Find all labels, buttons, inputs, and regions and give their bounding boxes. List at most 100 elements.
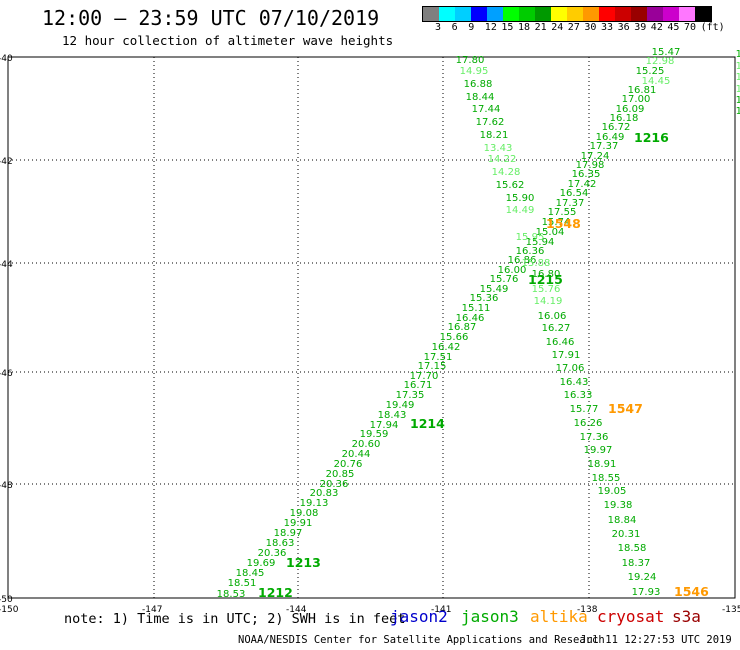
lat-tick-label: -50 [0,595,13,605]
lat-tick-label: -42 [0,157,13,167]
swh-value: 16.27 [542,323,571,334]
pass-time-label: 1213 [286,555,321,570]
legend-label: 45 [667,22,680,33]
pass-time-label: 1215 [528,272,563,287]
swh-value: 15.36 [470,293,499,304]
swh-value: 20.31 [612,529,641,540]
swh-value: 18.91 [588,459,617,470]
pass-time-label: 1212 [258,585,293,600]
swh-value: 14.49 [506,205,535,216]
legend-swatch [695,7,711,21]
swh-value: 12.98 [646,56,675,67]
swh-value: 17.98 [576,160,605,171]
swh-value: 18.97 [274,528,303,539]
swh-value: 15.90 [506,193,535,204]
pass-time-label: 1547 [608,401,643,416]
pass-time-label: 1214 [410,416,445,431]
lon-tick-label: -138 [577,605,598,615]
swh-value: 16 [736,95,740,106]
swh-value: 20.60 [352,439,381,450]
swh-value: 16.71 [404,380,433,391]
swh-value: 19.13 [300,498,329,509]
swh-value: 15.77 [570,404,599,415]
swh-value: 17.94 [370,420,399,431]
swh-value: 16.81 [628,85,657,96]
swh-value: 20.85 [326,469,355,480]
swh-value: 16.00 [498,265,527,276]
legend-swatch [519,7,535,21]
legend-swatch [631,7,647,21]
lon-tick-label: -135 [722,605,740,615]
swh-value: 16.33 [564,390,593,401]
legend-swatch [663,7,679,21]
swh-value: 16.88 [464,79,493,90]
legend-label: 9 [468,22,475,33]
swh-value: 16.87 [448,322,477,333]
swh-value: 19.05 [598,486,627,497]
swh-value: 17.35 [396,390,425,401]
lon-tick-label: -150 [0,605,19,615]
swh-value: 20.36 [258,548,287,559]
legend-label: 12 [484,22,497,33]
swh-value: 17.55 [548,207,577,218]
swh-value: 18.44 [466,92,495,103]
swh-value: 17.51 [424,352,453,363]
swh-value: 17.91 [552,350,581,361]
swh-value: 18.63 [266,538,295,549]
swh-value: 18.51 [228,578,257,589]
swh-value: 19.24 [628,572,657,583]
swh-value: 15.25 [636,66,665,77]
swh-value: 18.45 [236,568,265,579]
swh-value: 15.47 [652,47,681,58]
legend-swatch [487,7,503,21]
swh-value: 15.11 [462,303,491,314]
color-scale-legend [422,6,712,22]
page-subtitle: 12 hour collection of altimeter wave hei… [62,33,394,48]
swh-value: 18.55 [592,473,621,484]
legend-swatch [455,7,471,21]
swh-value: 18.43 [378,410,407,421]
swh-value: 17.37 [590,141,619,152]
swh-value: 15.49 [480,284,509,295]
swh-value: 19.97 [584,445,613,456]
legend-jason3: jason3 [461,607,519,626]
swh-value: 15.66 [440,332,469,343]
swh-value: 16.09 [616,104,645,115]
swh-value: 17.06 [556,363,585,374]
legend-swatch [583,7,599,21]
swh-value: 15.95 [516,232,545,243]
swh-value: 18.84 [608,515,637,526]
swh-value: 16.06 [538,311,567,322]
lat-tick-label: -44 [0,260,13,270]
legend-label: 15 [501,22,514,33]
legend-swatch [551,7,567,21]
pass-time-label: 1546 [674,584,709,599]
swh-value: 15.88 [522,258,551,269]
legend-swatch [471,7,487,21]
legend-label: 39 [634,22,647,33]
legend-swatch [503,7,519,21]
legend-swatch [439,7,455,21]
swh-value: 20.44 [342,449,371,460]
swh-value: 14.45 [642,76,671,87]
swh-value: 16.26 [574,418,603,429]
swh-value: 14.19 [534,296,563,307]
page-title: 12:00 – 23:59 UTC 07/10/2019 [42,6,380,30]
legend-label: (ft) [700,22,725,33]
legend-label: 42 [650,22,663,33]
swh-value: 14.22 [488,154,517,165]
swh-value: 17.44 [472,104,501,115]
legend-label: 21 [534,22,547,33]
legend-swatch [599,7,615,21]
swh-value: 20.83 [310,488,339,499]
swh-value: 20.76 [334,459,363,470]
legend-label: 18 [518,22,531,33]
swh-value: 16.72 [602,122,631,133]
pass-time-label: 1548 [546,216,581,231]
swh-value: 18.53 [217,589,246,600]
lat-tick-label: -40 [0,54,13,64]
footnote: note: 1) Time is in UTC; 2) SWH is in fe… [64,611,406,627]
legend-swatch [615,7,631,21]
